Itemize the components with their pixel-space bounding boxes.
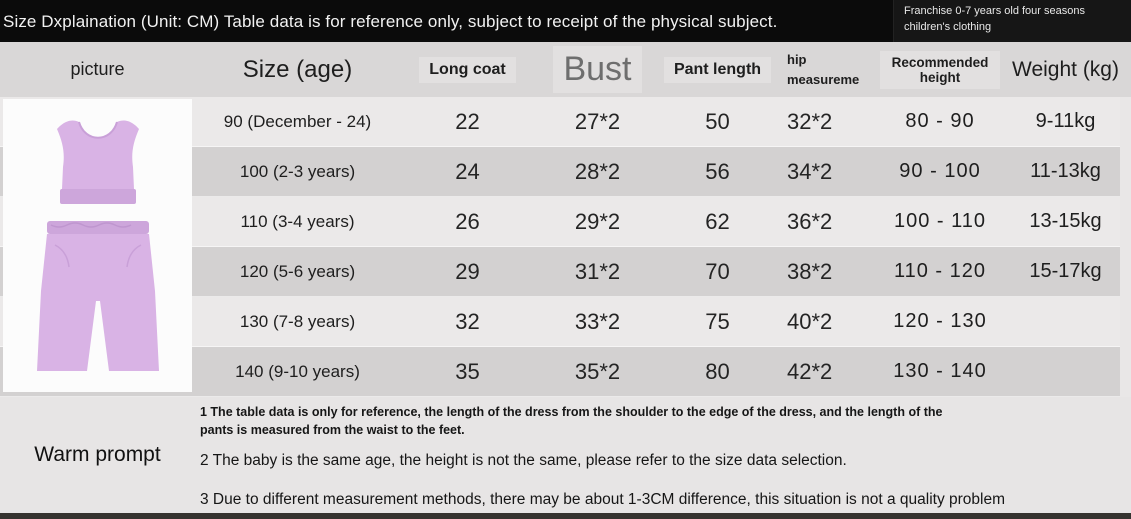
cell-size: 90 (December - 24) bbox=[223, 111, 372, 131]
cell-long-coat: 32 bbox=[455, 308, 480, 334]
cell-bust: 27*2 bbox=[574, 108, 621, 134]
cell-size: 140 (9-10 years) bbox=[235, 361, 360, 381]
cell-pant-length: 62 bbox=[705, 208, 730, 234]
note-item: 2 The baby is the same age, the height i… bbox=[200, 452, 847, 469]
cell-hip: 34*2 bbox=[787, 158, 833, 184]
header-hip-measurement: hip measureme bbox=[775, 50, 880, 89]
warm-prompt-label: Warm prompt bbox=[34, 443, 161, 466]
warm-prompt-section: Warm prompt 1 The table data is only for… bbox=[0, 397, 1131, 513]
cell-hip: 40*2 bbox=[787, 308, 833, 334]
cell-pant-length: 56 bbox=[705, 158, 730, 184]
notes-list: 1 The table data is only for reference, … bbox=[195, 397, 1131, 513]
cell-size: 120 (5-6 years) bbox=[239, 261, 356, 281]
table-body: 90 (December - 24) 22 27*2 50 32*2 80 - … bbox=[0, 97, 1131, 397]
table-header-row: picture Size (age) Long coat Bust Pant l… bbox=[0, 42, 1131, 97]
tank-top-graphic bbox=[56, 120, 139, 204]
cell-bust: 33*2 bbox=[574, 308, 621, 334]
cell-bust: 28*2 bbox=[574, 158, 621, 184]
cell-size: 100 (2-3 years) bbox=[239, 161, 356, 181]
cell-height: 80 - 90 bbox=[905, 110, 975, 132]
cell-weight: 11-13kg bbox=[1030, 160, 1101, 182]
header-recommended-height: Recommended height bbox=[880, 50, 1000, 89]
cell-hip: 42*2 bbox=[787, 358, 833, 384]
header-pant-length: Pant length bbox=[660, 56, 775, 83]
size-explanation-title: Size Dxplaination (Unit: CM) Table data … bbox=[3, 12, 778, 31]
cell-pant-length: 50 bbox=[705, 108, 730, 134]
cell-weight: 9-11kg bbox=[1035, 110, 1096, 132]
cell-long-coat: 22 bbox=[455, 108, 480, 134]
note-item: 3 Due to different measurement methods, … bbox=[200, 491, 1006, 508]
cell-height: 110 - 120 bbox=[893, 260, 987, 282]
cell-long-coat: 29 bbox=[455, 258, 480, 284]
header-bust-label: Bust bbox=[553, 46, 642, 93]
header-picture: picture bbox=[70, 59, 125, 79]
cell-long-coat: 35 bbox=[455, 358, 480, 384]
cell-size: 110 (3-4 years) bbox=[240, 211, 355, 231]
header-bust: Bust bbox=[535, 46, 660, 93]
header-recommended-height-label: Recommended height bbox=[880, 50, 1000, 89]
cell-hip: 32*2 bbox=[787, 108, 833, 134]
cell-height: 120 - 130 bbox=[893, 310, 987, 332]
cell-hip: 36*2 bbox=[787, 208, 833, 234]
cell-height: 100 - 110 bbox=[893, 210, 987, 232]
header-long-coat-label: Long coat bbox=[419, 56, 516, 83]
cell-long-coat: 24 bbox=[455, 158, 480, 184]
header-size-age: Size (age) bbox=[242, 55, 353, 83]
cell-weight: 15-17kg bbox=[1029, 260, 1102, 282]
header-pant-length-label: Pant length bbox=[663, 56, 772, 83]
bottom-border-strip bbox=[0, 513, 1131, 519]
cell-pant-length: 70 bbox=[705, 258, 730, 284]
cell-height: 90 - 100 bbox=[899, 160, 981, 182]
cell-weight bbox=[1000, 297, 1131, 346]
franchise-note: Franchise 0-7 years old four seasons chi… bbox=[893, 0, 1131, 42]
cell-pant-length: 75 bbox=[705, 308, 730, 334]
cell-bust: 35*2 bbox=[574, 358, 621, 384]
cell-weight: 13-15kg bbox=[1029, 210, 1102, 232]
top-bar: Size Dxplaination (Unit: CM) Table data … bbox=[0, 0, 1131, 42]
cell-long-coat: 26 bbox=[455, 208, 480, 234]
header-long-coat: Long coat bbox=[400, 56, 535, 83]
cell-bust: 29*2 bbox=[574, 208, 621, 234]
cell-size: 130 (7-8 years) bbox=[239, 311, 356, 331]
cell-pant-length: 80 bbox=[705, 358, 730, 384]
outfit-graphic bbox=[36, 120, 159, 371]
cell-height: 130 - 140 bbox=[893, 360, 987, 382]
cell-hip: 38*2 bbox=[787, 258, 833, 284]
header-hip-label: hip measureme bbox=[787, 52, 860, 87]
product-image bbox=[3, 99, 192, 392]
cell-weight bbox=[1000, 347, 1131, 396]
note-item: 1 The table data is only for reference, … bbox=[200, 405, 943, 437]
pants-graphic bbox=[36, 221, 159, 371]
header-weight: Weight (kg) bbox=[1012, 57, 1119, 81]
cell-bust: 31*2 bbox=[574, 258, 621, 284]
